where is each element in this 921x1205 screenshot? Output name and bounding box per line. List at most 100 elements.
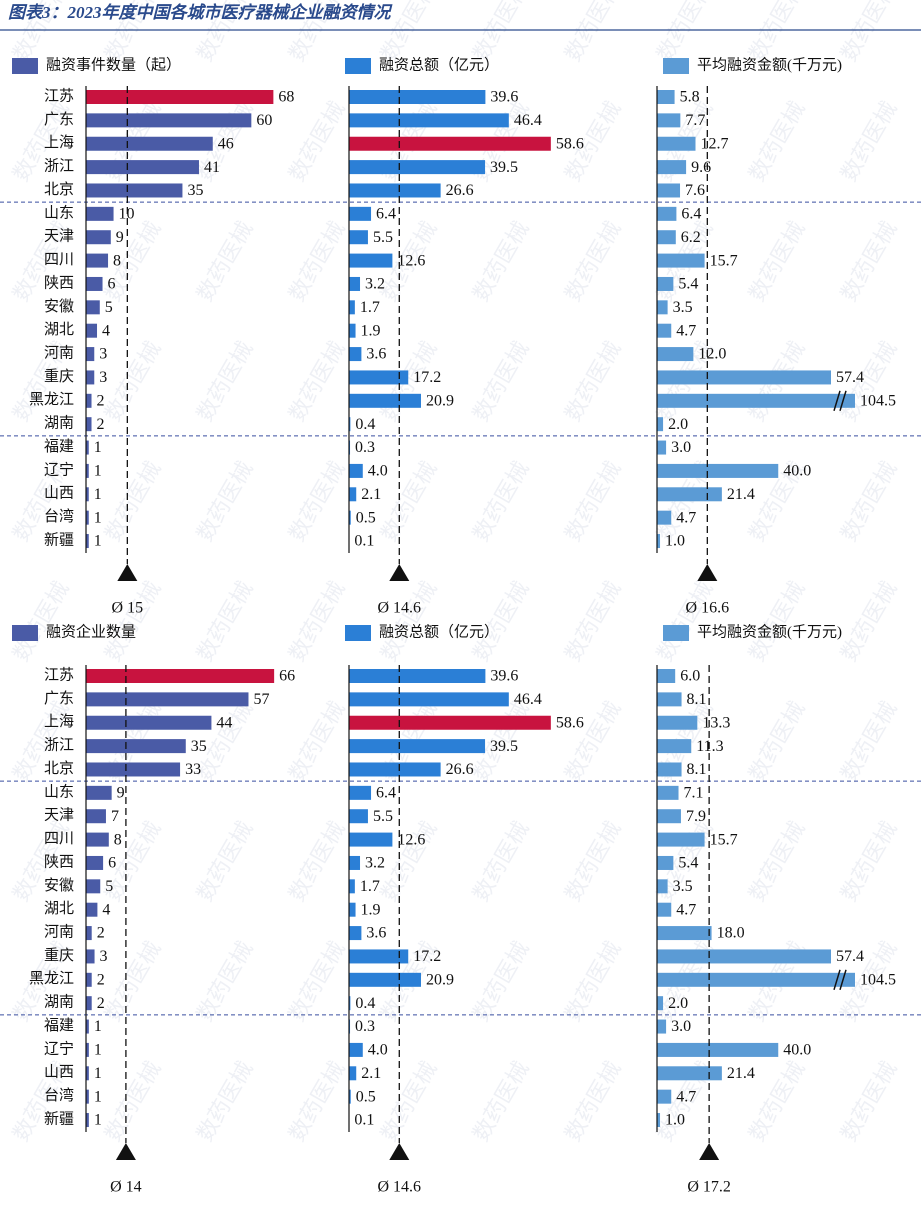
bar xyxy=(86,902,98,917)
value-label: 4.7 xyxy=(676,509,696,526)
value-label: 39.6 xyxy=(490,668,518,685)
bar xyxy=(86,253,109,268)
bar xyxy=(657,855,674,870)
value-label: 12.7 xyxy=(700,135,728,152)
watermark: 数药医械 xyxy=(285,97,351,186)
value-label: 6 xyxy=(108,276,116,293)
value-label: 12.6 xyxy=(397,831,425,848)
value-label: 2 xyxy=(97,416,105,433)
bar xyxy=(349,1066,357,1081)
value-label: 41 xyxy=(204,159,220,176)
bar xyxy=(349,739,486,754)
value-label: 1 xyxy=(94,486,102,503)
value-label: 2 xyxy=(97,392,105,409)
category-label: 河南 xyxy=(44,924,74,941)
value-label: 2 xyxy=(97,995,105,1012)
category-label: 辽宁 xyxy=(44,461,74,478)
value-label: 66 xyxy=(279,668,295,685)
bar xyxy=(86,762,181,777)
bar xyxy=(86,510,89,525)
bar xyxy=(657,160,687,175)
bar xyxy=(86,487,89,502)
watermark: 数药医械 xyxy=(561,0,627,66)
watermark: 数药医械 xyxy=(745,0,811,66)
watermark: 数药医械 xyxy=(837,697,903,786)
average-label: Ø 17.2 xyxy=(687,1179,731,1196)
average-marker xyxy=(117,564,138,582)
bar xyxy=(86,160,199,175)
bar xyxy=(349,926,362,941)
value-label: 1 xyxy=(94,509,102,526)
bar xyxy=(349,809,368,824)
watermark: 数药医械 xyxy=(285,337,351,426)
bar xyxy=(657,739,692,754)
watermark: 数药医械 xyxy=(285,1057,351,1146)
watermark: 数药医械 xyxy=(193,457,259,546)
value-label: 5.4 xyxy=(678,276,698,293)
legend-swatch xyxy=(345,58,371,74)
bar xyxy=(349,253,393,268)
bar xyxy=(657,253,705,268)
category-label: 陕西 xyxy=(44,274,74,291)
axis-break xyxy=(839,969,847,991)
legend-swatch xyxy=(663,58,689,74)
bar xyxy=(657,1042,779,1057)
bar xyxy=(349,487,357,502)
bar xyxy=(349,160,486,175)
category-label: 天津 xyxy=(44,807,74,824)
category-label: 山东 xyxy=(44,204,74,221)
value-label: 40.0 xyxy=(783,1042,811,1059)
value-label: 1.7 xyxy=(360,878,380,895)
value-label: 46 xyxy=(218,135,234,152)
bar xyxy=(349,136,551,151)
bar xyxy=(86,996,92,1011)
bar xyxy=(86,323,98,338)
page-title: 图表3：2023年度中国各城市医疗器械企业融资情况 xyxy=(8,3,393,22)
category-label: 湖北 xyxy=(44,900,74,917)
value-label: 4 xyxy=(102,901,110,918)
average-label: Ø 16.6 xyxy=(686,600,730,617)
watermark: 数药医械 xyxy=(469,817,535,906)
watermark: 数药医械 xyxy=(285,217,351,306)
bar xyxy=(657,902,672,917)
category-label: 黑龙江 xyxy=(29,391,74,408)
watermark: 数药医械 xyxy=(837,97,903,186)
bar xyxy=(657,230,676,245)
value-label: 26.6 xyxy=(446,182,474,199)
value-label: 5.5 xyxy=(373,808,393,825)
watermark: 数药医械 xyxy=(285,937,351,1026)
value-label: 8 xyxy=(113,252,121,269)
value-label: 39.5 xyxy=(490,738,518,755)
value-label: 12.0 xyxy=(698,346,726,363)
bar xyxy=(86,463,89,478)
bar xyxy=(86,230,111,245)
value-label: 3.6 xyxy=(366,346,386,363)
bar xyxy=(349,370,409,385)
value-label: 1.7 xyxy=(360,299,380,316)
watermark: 数药医械 xyxy=(745,217,811,306)
value-label: 7.7 xyxy=(685,112,705,129)
bar xyxy=(657,370,831,385)
bar xyxy=(657,534,661,549)
value-label: 1 xyxy=(94,1042,102,1059)
bar xyxy=(349,393,421,408)
value-label: 17.2 xyxy=(413,948,441,965)
watermark: 数药医械 xyxy=(469,577,535,666)
value-label: 0.5 xyxy=(356,1088,376,1105)
watermark: 数药医械 xyxy=(101,457,167,546)
value-label: 2.1 xyxy=(361,1065,381,1082)
category-label: 陕西 xyxy=(44,853,74,870)
category-label: 辽宁 xyxy=(44,1040,74,1057)
bar xyxy=(657,762,682,777)
value-label: 39.5 xyxy=(490,159,518,176)
bar xyxy=(86,809,106,824)
value-label: 3.5 xyxy=(673,299,693,316)
average-label: Ø 14.6 xyxy=(378,600,422,617)
watermark: 数药医械 xyxy=(377,577,443,666)
watermark: 数药医械 xyxy=(561,817,627,906)
value-label: 12.6 xyxy=(397,252,425,269)
value-label: 4.0 xyxy=(368,463,388,480)
value-label: 60 xyxy=(256,112,272,129)
bar xyxy=(349,347,362,362)
value-label: 4.7 xyxy=(676,1088,696,1105)
